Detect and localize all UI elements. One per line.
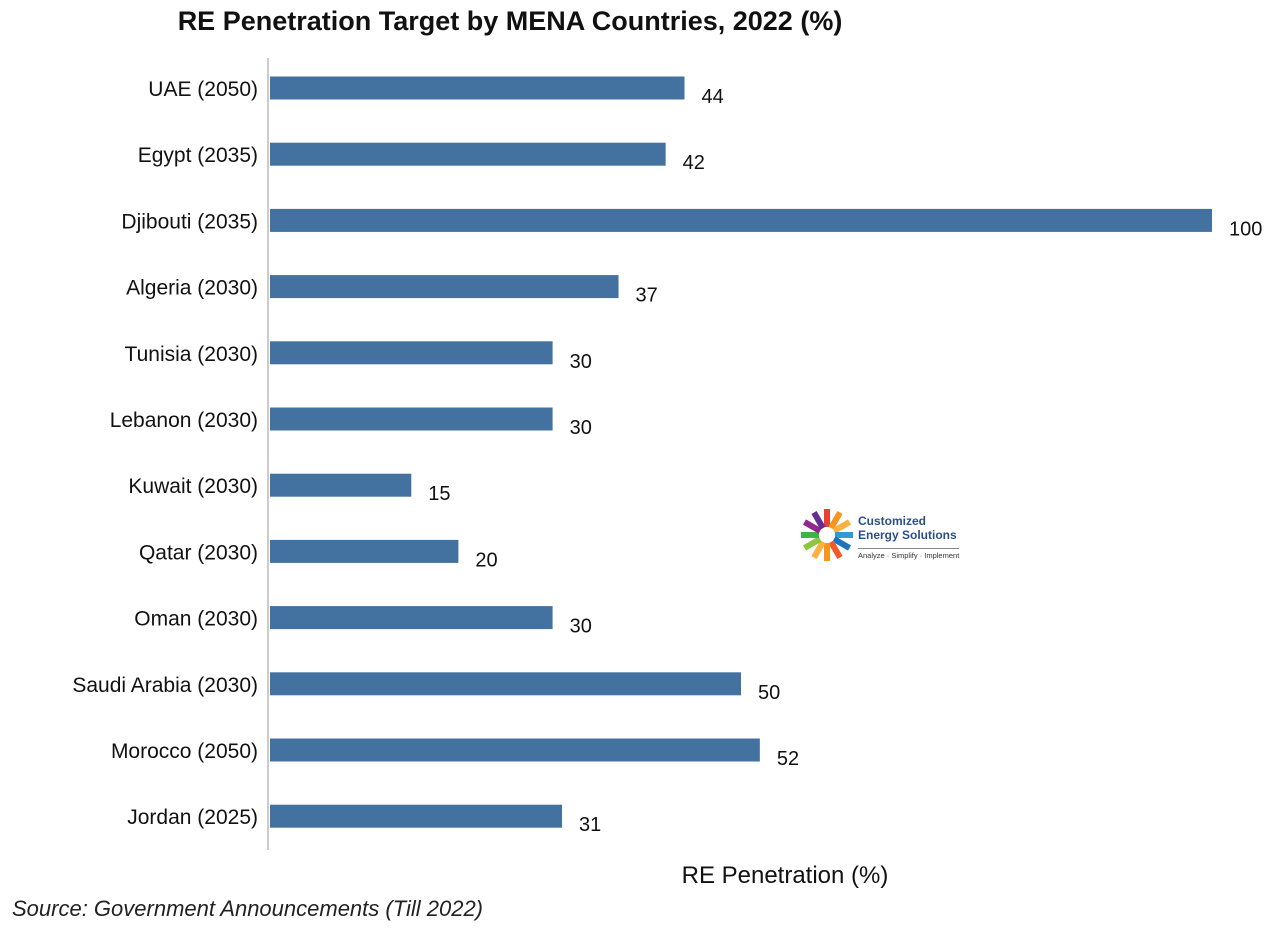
bar [270, 208, 1212, 232]
sunburst-logo-icon [801, 509, 853, 561]
data-label: 15 [428, 483, 450, 505]
bar [270, 606, 553, 630]
data-label: 42 [683, 152, 705, 174]
company-logo: Customized Energy Solutions Analyze · Sim… [798, 506, 978, 566]
data-label: 20 [475, 549, 497, 571]
data-label: 50 [758, 682, 780, 704]
data-label: 30 [570, 616, 592, 638]
category-label: Oman (2030) [134, 608, 258, 631]
data-label: 52 [777, 748, 799, 770]
logo-tagline: Analyze · Simplify · Implement [858, 548, 960, 560]
category-label: Kuwait (2030) [128, 475, 258, 498]
bar [270, 473, 412, 497]
bar [270, 672, 741, 696]
source-note: Source: Government Announcements (Till 2… [12, 896, 484, 921]
bar [270, 738, 760, 762]
category-label: Tunisia (2030) [125, 343, 258, 366]
category-label: Qatar (2030) [139, 541, 258, 564]
bar [270, 76, 685, 100]
category-label: Djibouti (2035) [121, 210, 258, 233]
data-label: 37 [636, 285, 658, 307]
logo-brand-name: Customized Energy Solutions [858, 514, 957, 542]
category-label: Jordan (2025) [127, 806, 258, 829]
chart-title: RE Penetration Target by MENA Countries,… [177, 6, 843, 36]
category-label: Egypt (2035) [138, 144, 258, 167]
data-label: 31 [579, 814, 601, 836]
data-label: 30 [570, 351, 592, 373]
category-label: Saudi Arabia (2030) [72, 674, 258, 697]
bars-group: UAE (2050) 44 Egypt (2035) 42 Djibouti (2035… [72, 76, 1262, 836]
bar [270, 275, 619, 299]
category-label: Morocco (2050) [111, 740, 258, 763]
data-label: 100 [1229, 218, 1262, 240]
bar [270, 804, 563, 828]
bar [270, 142, 666, 166]
category-label: Algeria (2030) [126, 277, 258, 300]
data-label: 44 [701, 86, 723, 108]
category-label: Lebanon (2030) [110, 409, 258, 432]
bar [270, 407, 553, 431]
bar [270, 539, 459, 563]
x-axis-label: RE Penetration (%) [681, 862, 889, 889]
bar [270, 341, 553, 365]
data-label: 30 [570, 417, 592, 439]
category-label: UAE (2050) [148, 78, 258, 101]
